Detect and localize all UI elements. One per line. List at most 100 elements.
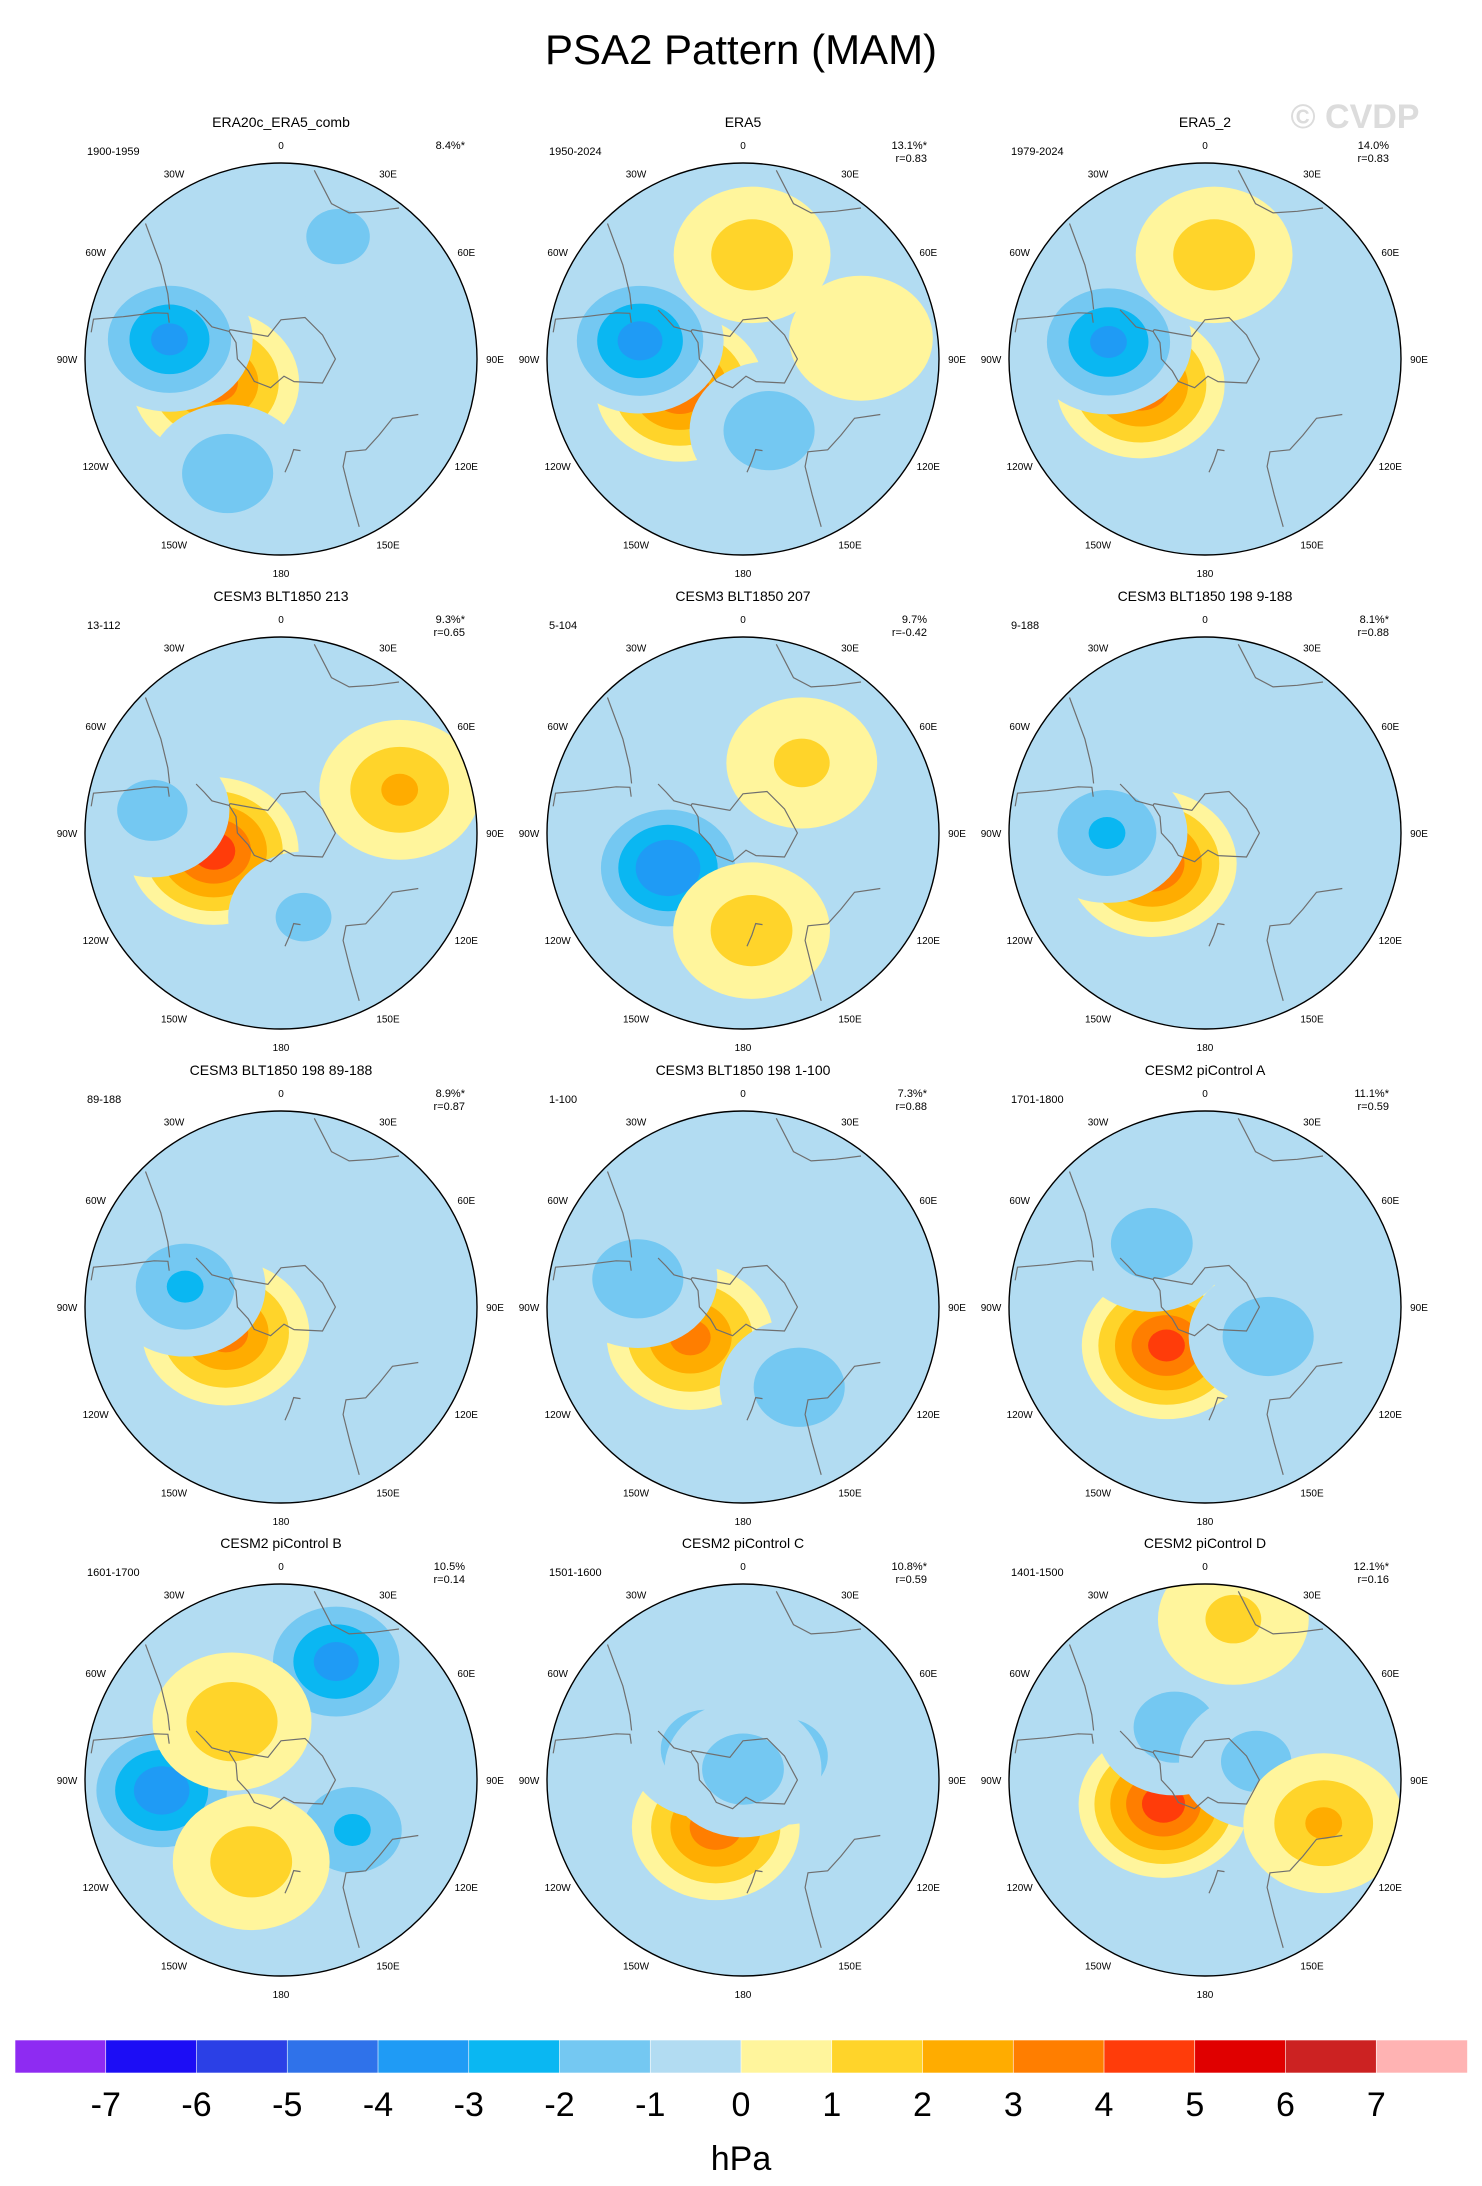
panel-title: ERA20c_ERA5_comb: [212, 114, 350, 130]
coastline: [90, 1260, 170, 1281]
period-label: 1501-1600: [549, 1567, 602, 1579]
longitude-label: 60E: [1381, 1669, 1399, 1680]
panel-title: CESM3 BLT1850 198 89-188: [190, 1062, 373, 1078]
longitude-label: 60W: [85, 248, 106, 259]
coastline: [690, 316, 799, 389]
longitude-label: 180: [735, 1990, 752, 2001]
colorbar-tick-label: 5: [1185, 2086, 1204, 2124]
panel-title: CESM2 piControl B: [220, 1535, 341, 1551]
longitude-label: 120E: [917, 936, 941, 947]
longitude-label: 90W: [57, 829, 78, 840]
longitude-label: 0: [1202, 141, 1208, 152]
coastline: [342, 1361, 419, 1475]
longitude-label: 150E: [1300, 1014, 1324, 1025]
coastline: [746, 1869, 763, 1894]
longitude-label: 60W: [1009, 248, 1030, 259]
figure-title: PSA2 Pattern (MAM): [545, 26, 937, 73]
longitude-label: 180: [735, 1043, 752, 1054]
longitude-label: 30W: [626, 644, 647, 655]
longitude-label: 90E: [948, 829, 966, 840]
colorbar-tick-label: 3: [1004, 2086, 1023, 2124]
coastline: [1119, 1257, 1154, 1280]
contour-level: [186, 1681, 278, 1762]
period-label: 13-112: [87, 620, 120, 632]
contour-level: [1090, 325, 1127, 358]
coastline: [1152, 1737, 1261, 1810]
longitude-label: 150E: [838, 1488, 862, 1499]
coastline: [144, 1171, 171, 1258]
longitude-label: 30W: [626, 1591, 647, 1602]
map-boundary: [546, 162, 940, 556]
longitude-label: 150E: [838, 1014, 862, 1025]
variance-label: 8.9%*: [436, 1088, 466, 1100]
longitude-label: 150W: [623, 1014, 650, 1025]
colorbar-swatch: [922, 2039, 1015, 2074]
contour-level: [133, 1766, 190, 1815]
colorbar-swatch: [468, 2039, 561, 2074]
correlation-label: r=0.83: [896, 153, 928, 165]
longitude-label: 90E: [486, 1776, 504, 1787]
coastline: [606, 1171, 633, 1258]
longitude-label: 120E: [455, 462, 479, 473]
map-panel: 0 30E 60E 90E 120E 150E 180 150W 120W 90W 60W 30W CE…: [57, 588, 505, 1054]
longitude-label: 90E: [486, 1303, 504, 1314]
anomaly-field: [583, 697, 878, 999]
longitude-label: 120W: [545, 462, 572, 473]
coastline: [1266, 887, 1343, 1001]
map-panel: 0 30E 60E 90E 120E 150E 180 150W 120W 90W 60W 30W ER…: [981, 114, 1429, 580]
longitude-label: 0: [278, 1089, 284, 1100]
correlation-label: r=0.88: [896, 1101, 928, 1113]
colorbar-swatch: [1103, 2039, 1196, 2074]
longitude-label: 60E: [919, 722, 937, 733]
coastline: [1266, 1361, 1343, 1475]
longitude-label: 180: [1197, 1517, 1214, 1528]
variance-label: 13.1%*: [892, 140, 928, 152]
longitude-label: 150W: [161, 1961, 188, 1972]
map-boundary: [546, 636, 940, 1030]
coastline: [284, 1396, 301, 1421]
longitude-label: 120E: [1379, 1410, 1403, 1421]
longitude-label: 30E: [841, 1118, 859, 1129]
contour-level: [773, 738, 830, 788]
longitude-label: 150W: [161, 1488, 188, 1499]
longitude-label: 30W: [1088, 170, 1109, 181]
map-boundary: [84, 636, 478, 1030]
map-boundary: [1008, 1583, 1402, 1977]
coastline: [1208, 1869, 1225, 1894]
colorbar-unit: hPa: [711, 2140, 772, 2178]
colorbar-swatch: [740, 2039, 833, 2074]
colorbar-tick-label: -2: [544, 2086, 574, 2124]
longitude-label: 90W: [519, 355, 540, 366]
longitude-label: 180: [735, 569, 752, 580]
longitude-label: 150E: [838, 1961, 862, 1972]
coastline: [284, 1869, 301, 1894]
coastline: [90, 1733, 170, 1754]
correlation-label: r=0.87: [434, 1101, 466, 1113]
coastline: [775, 170, 862, 214]
colorbar-tick-label: 6: [1276, 2086, 1295, 2124]
contour-level: [275, 892, 332, 942]
longitude-label: 120E: [1379, 936, 1403, 947]
longitude-label: 0: [740, 1089, 746, 1100]
longitude-label: 120E: [917, 1883, 941, 1894]
longitude-label: 150W: [623, 1488, 650, 1499]
longitude-label: 0: [740, 141, 746, 152]
panel-title: ERA5_2: [1179, 114, 1231, 130]
longitude-label: 150E: [376, 1014, 400, 1025]
coastline: [1208, 1396, 1225, 1421]
longitude-label: 90W: [57, 355, 78, 366]
contour-level: [710, 895, 793, 967]
coastline: [195, 1730, 230, 1753]
map-boundary: [1008, 162, 1402, 556]
map-boundary: [1008, 636, 1402, 1030]
coastline: [1068, 1644, 1095, 1731]
panel-title: CESM3 BLT1850 198 1-100: [656, 1062, 831, 1078]
coastline: [144, 223, 171, 310]
coastline: [284, 922, 301, 947]
map-panel: 0 30E 60E 90E 120E 150E 180 150W 120W 90W 60W 30W CE…: [57, 1535, 505, 2001]
panel-title: CESM3 BLT1850 198 9-188: [1118, 588, 1293, 604]
longitude-label: 30E: [841, 170, 859, 181]
longitude-label: 90W: [519, 1303, 540, 1314]
longitude-label: 90W: [57, 1303, 78, 1314]
longitude-label: 180: [1197, 1990, 1214, 2001]
